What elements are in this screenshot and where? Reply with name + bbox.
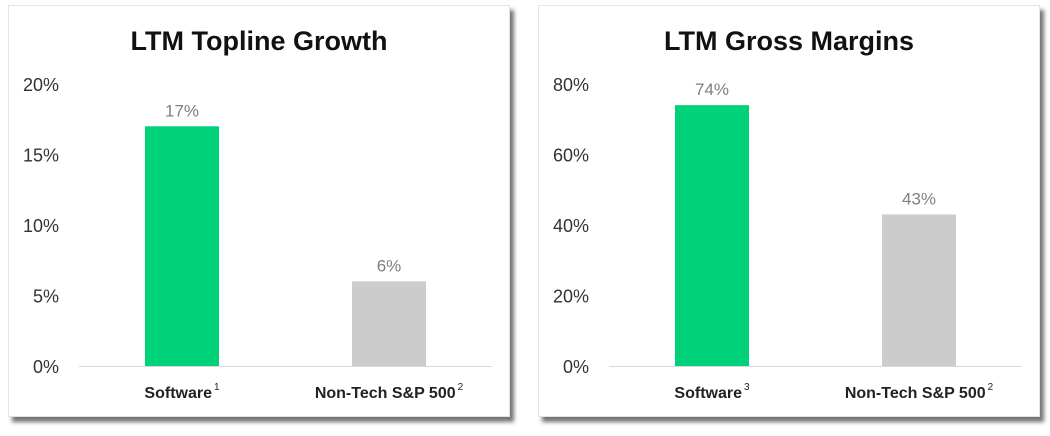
y-tick-label: 10%	[23, 216, 59, 236]
y-tick-label: 40%	[553, 216, 589, 236]
y-tick-label: 0%	[33, 357, 59, 377]
data-label: 6%	[377, 256, 402, 275]
y-tick-label: 0%	[563, 357, 589, 377]
data-label: 17%	[165, 101, 199, 120]
y-tick-label: 15%	[23, 146, 59, 166]
bar-software	[675, 105, 749, 367]
y-tick-label: 20%	[553, 287, 589, 307]
x-category-label: Non-Tech S&P 500 2	[315, 382, 464, 402]
data-label: 43%	[902, 189, 936, 208]
chart-title: LTM Gross Margins	[664, 26, 914, 56]
bar-non-tech-s-p-500	[352, 281, 426, 366]
category-name: Software	[674, 385, 742, 402]
chart-svg: LTM Gross Margins 0% 20% 40% 60% 80% 74% Softwa…	[553, 26, 1022, 402]
category-footnote: 2	[458, 382, 464, 393]
bar-software	[145, 126, 219, 366]
chart-svg: LTM Topline Growth 0% 5% 10% 15% 20% 17% Softwa…	[23, 26, 492, 402]
y-tick-label: 20%	[23, 75, 59, 95]
data-label: 74%	[695, 80, 729, 99]
category-name: Software	[144, 385, 212, 402]
y-tick-label: 80%	[553, 75, 589, 95]
x-category-label: Software 3	[674, 382, 750, 402]
y-tick-label: 5%	[33, 287, 59, 307]
gross-margins-chart-panel: LTM Gross Margins 0% 20% 40% 60% 80% 74% Softwa…	[538, 5, 1040, 417]
topline-growth-chart-panel: LTM Topline Growth 0% 5% 10% 15% 20% 17% Softwa…	[8, 5, 510, 417]
x-category-label: Non-Tech S&P 500 2	[845, 382, 994, 402]
category-name: Non-Tech S&P 500	[315, 385, 456, 402]
bar-non-tech-s-p-500	[882, 214, 956, 366]
category-footnote: 2	[988, 382, 994, 393]
category-name: Non-Tech S&P 500	[845, 385, 986, 402]
y-tick-label: 60%	[553, 146, 589, 166]
category-footnote: 1	[214, 382, 220, 393]
category-footnote: 3	[744, 382, 750, 393]
x-category-label: Software 1	[144, 382, 220, 402]
chart-title: LTM Topline Growth	[131, 26, 388, 56]
